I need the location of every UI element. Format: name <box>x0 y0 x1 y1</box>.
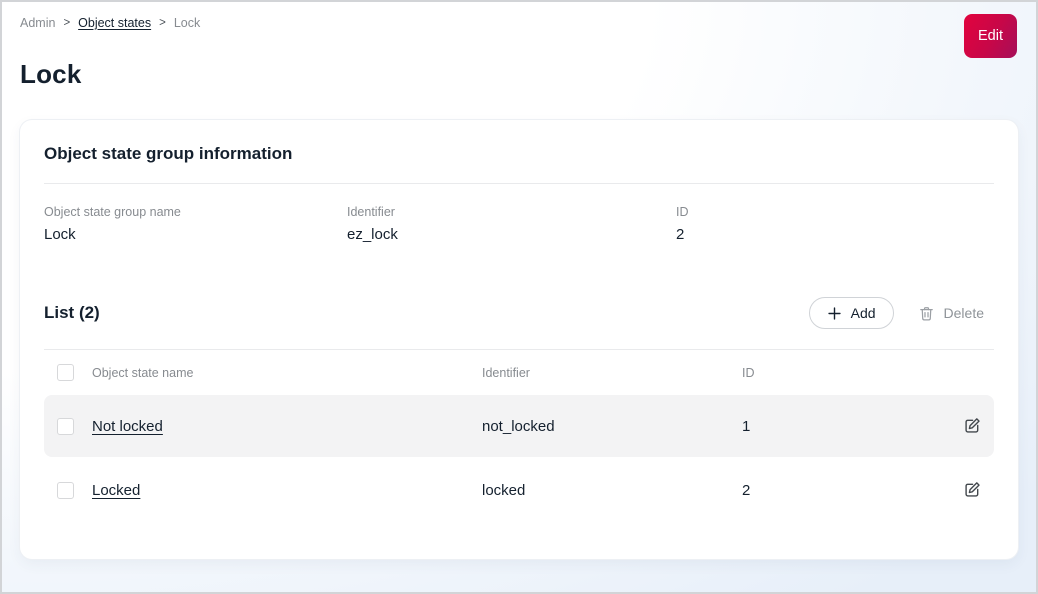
field-value: ez_lock <box>347 226 398 243</box>
plus-icon <box>827 306 842 321</box>
list-title: List (2) <box>44 303 100 322</box>
field-identifier: Identifier ez_lock <box>347 205 676 243</box>
field-value: Lock <box>44 226 76 243</box>
breadcrumb-item-object-states[interactable]: Object states <box>78 16 152 30</box>
page-title: Lock <box>20 59 82 89</box>
group-info-section-title: Object state group information <box>44 144 293 163</box>
delete-button-label: Delete <box>943 305 984 321</box>
row-identifier: locked <box>482 481 526 499</box>
edit-state-button[interactable] <box>958 476 986 504</box>
delete-button[interactable]: Delete <box>908 297 994 329</box>
edit-pencil-square-icon <box>962 482 982 503</box>
content-card: Object state group information Object st… <box>20 120 1018 559</box>
column-header-id: ID <box>742 365 755 380</box>
edit-button[interactable]: Edit <box>964 14 1017 58</box>
add-button[interactable]: Add <box>808 297 894 329</box>
row-checkbox[interactable] <box>57 481 74 499</box>
table-row: Locked locked 2 <box>44 459 994 521</box>
field-label: Object state group name <box>44 205 181 219</box>
row-id: 2 <box>742 481 751 499</box>
breadcrumb-item-current: Lock <box>173 16 201 30</box>
column-header-identifier: Identifier <box>482 365 530 380</box>
group-info-details: Object state group name Lock Identifier … <box>44 205 994 243</box>
column-header-name: Object state name <box>92 365 194 380</box>
field-label: Identifier <box>347 205 395 219</box>
list-header: List (2) Add <box>44 297 994 329</box>
trash-icon <box>918 305 935 322</box>
field-group-name: Object state group name Lock <box>44 205 347 243</box>
breadcrumb-separator: > <box>159 17 166 29</box>
select-all-checkbox[interactable] <box>57 364 74 381</box>
table-header-row: Object state name Identifier ID <box>44 350 994 395</box>
row-checkbox[interactable] <box>57 417 74 435</box>
page-header: Admin > Object states > Lock Edit Lock <box>2 2 1036 89</box>
table-top-divider <box>44 349 994 350</box>
object-state-link[interactable]: Not locked <box>92 417 163 435</box>
field-value: 2 <box>676 226 685 243</box>
row-id: 1 <box>742 417 751 435</box>
breadcrumb-separator: > <box>63 17 71 29</box>
add-button-label: Add <box>850 305 876 321</box>
object-states-table: Object state name Identifier ID Not lock… <box>44 349 994 521</box>
section-divider <box>44 183 994 184</box>
list-actions: Add Delete <box>808 297 994 329</box>
table-row: Not locked not_locked 1 <box>44 395 994 457</box>
field-id: ID 2 <box>676 205 994 243</box>
object-state-link[interactable]: Locked <box>92 481 141 499</box>
field-label: ID <box>676 205 689 219</box>
edit-state-button[interactable] <box>958 412 986 440</box>
breadcrumb: Admin > Object states > Lock <box>20 16 1017 30</box>
breadcrumb-item-admin: Admin <box>20 16 56 30</box>
row-identifier: not_locked <box>482 417 555 435</box>
edit-pencil-square-icon <box>962 418 982 439</box>
